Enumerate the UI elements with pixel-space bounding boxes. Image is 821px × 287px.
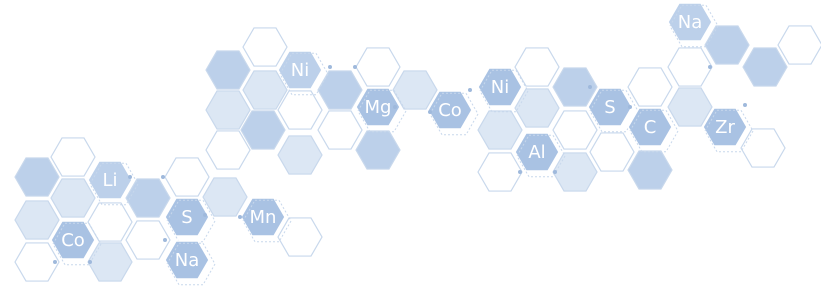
hexagon	[628, 151, 672, 189]
hexagon	[668, 88, 712, 126]
connector-dot	[88, 260, 92, 264]
connector-dot	[518, 170, 522, 174]
element-label: Na	[175, 250, 200, 271]
hexagon	[590, 133, 634, 171]
connector-dot	[203, 213, 207, 217]
element-label: Co	[61, 230, 85, 251]
hexagon	[515, 89, 559, 127]
connector-dot	[163, 238, 167, 242]
element-label: Zr	[715, 117, 735, 138]
hexagon	[203, 178, 247, 216]
element-label: Ni	[291, 60, 309, 81]
element-label: Co	[438, 100, 462, 121]
hexagon	[88, 203, 132, 241]
hexagon	[15, 243, 59, 281]
connector-dot	[628, 105, 632, 109]
connector-dot	[238, 215, 242, 219]
connector-dot	[743, 103, 747, 107]
hexagon	[126, 179, 170, 217]
hexagon	[356, 48, 400, 86]
hexagon	[318, 71, 362, 109]
hexagon	[51, 138, 95, 176]
hexagon	[318, 111, 362, 149]
hexagon	[553, 153, 597, 191]
element-label: C	[644, 117, 657, 138]
hexagon	[243, 71, 287, 109]
hexagon	[743, 48, 787, 86]
hexagon	[705, 26, 749, 64]
connector-dot	[53, 260, 57, 264]
connector-dot	[428, 110, 432, 114]
hexagon	[478, 111, 522, 149]
hexagon	[88, 243, 132, 281]
hexagon	[206, 91, 250, 129]
hexagon	[553, 111, 597, 149]
element-label: Mn	[250, 207, 277, 228]
element-label: Al	[528, 142, 545, 163]
element-label: S	[604, 97, 615, 118]
element-label: Mg	[365, 97, 392, 118]
connector-dot	[553, 170, 557, 174]
hexagon-decoration: Na Ni Mg Co Ni S C Zr Al Li S Mn Co Na	[0, 0, 821, 287]
hexagon	[15, 201, 59, 239]
element-label: Li	[102, 170, 117, 191]
hexagon	[741, 129, 785, 167]
hexagon	[206, 131, 250, 169]
connector-dot	[393, 105, 397, 109]
hexagon	[628, 68, 672, 106]
hexagon	[356, 131, 400, 169]
connector-dot	[588, 85, 592, 89]
hexagon	[243, 28, 287, 66]
connector-dot	[353, 65, 357, 69]
hexagon	[393, 71, 437, 109]
hexagon	[51, 179, 95, 217]
hexagon	[278, 91, 322, 129]
hexagon	[278, 136, 322, 174]
element-label: Ni	[491, 77, 509, 98]
connector-dot	[328, 65, 332, 69]
connector-dot	[468, 88, 472, 92]
hexagon	[15, 158, 59, 196]
element-label: S	[181, 207, 192, 228]
hexagon	[668, 48, 712, 86]
hexagon	[515, 48, 559, 86]
hexagon	[478, 153, 522, 191]
hexagon	[165, 158, 209, 196]
hexagon	[241, 111, 285, 149]
connector-dot	[708, 65, 712, 69]
connector-dot	[161, 175, 165, 179]
hexagon	[206, 51, 250, 89]
element-label: Na	[678, 12, 703, 33]
hexagon	[778, 26, 821, 64]
connector-dot	[128, 175, 132, 179]
hexagon	[278, 218, 322, 256]
